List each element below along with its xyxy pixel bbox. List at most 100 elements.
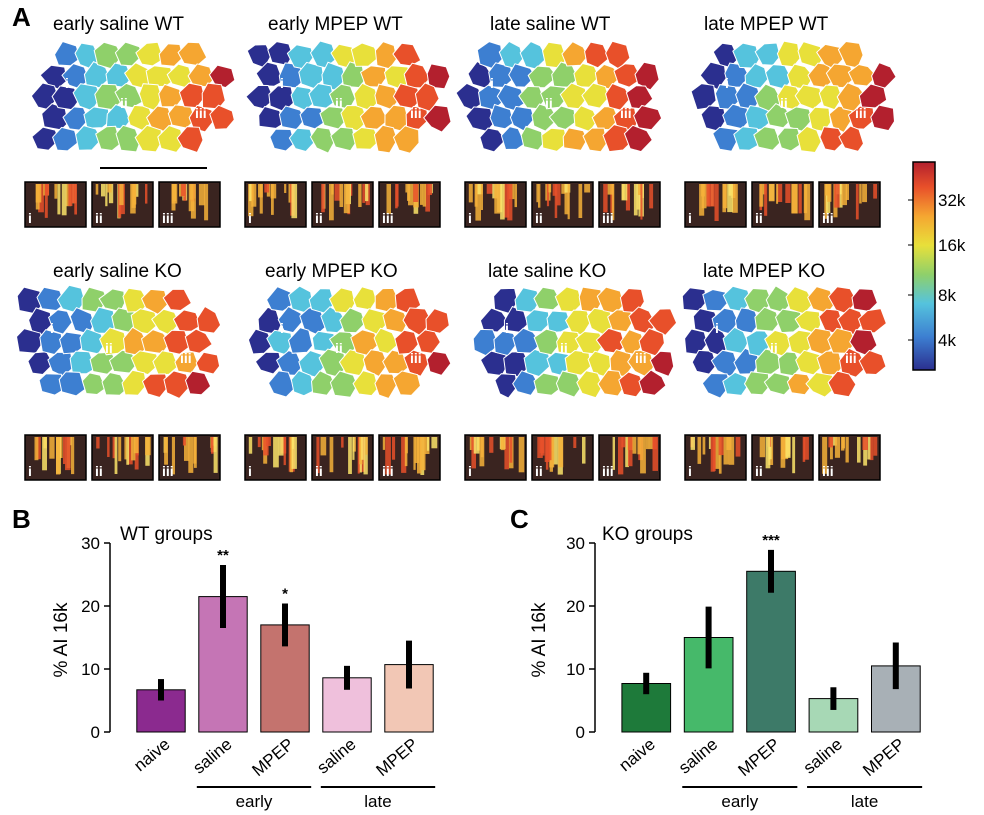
map-polygon bbox=[712, 126, 739, 152]
response-strip: ii bbox=[751, 434, 814, 481]
category-label: MPEP bbox=[859, 735, 908, 781]
y-tick-label: 30 bbox=[566, 534, 585, 553]
colorbar-tick-label: 16k bbox=[938, 236, 966, 255]
group-label: late bbox=[364, 792, 391, 811]
y-axis-label: % AI 16k bbox=[51, 602, 72, 677]
map-polygon bbox=[75, 125, 103, 151]
map-polygon bbox=[209, 104, 235, 130]
map-polygon bbox=[512, 370, 539, 396]
map-polygon bbox=[309, 126, 335, 154]
map-polygon bbox=[373, 124, 398, 154]
region-label: ii bbox=[95, 210, 103, 226]
map-polygon bbox=[633, 104, 663, 131]
map-polygon bbox=[851, 288, 878, 312]
region-label: iii bbox=[180, 350, 192, 366]
map-polygon bbox=[819, 126, 846, 152]
map-polygon bbox=[827, 370, 857, 398]
map-polygon bbox=[257, 306, 282, 335]
chart-title: WT groups bbox=[120, 524, 213, 545]
map-polygon bbox=[479, 127, 507, 153]
colorbar-tick-label: 8k bbox=[938, 286, 956, 305]
y-tick-label: 0 bbox=[91, 723, 100, 742]
chart-title: KO groups bbox=[602, 524, 693, 545]
region-label: iii bbox=[162, 463, 174, 479]
map-polygon bbox=[847, 63, 878, 87]
map-polygon bbox=[597, 369, 625, 397]
map-polygon bbox=[277, 305, 303, 334]
significance-label: * bbox=[282, 585, 288, 602]
map-polygon bbox=[548, 105, 577, 131]
map-polygon bbox=[81, 372, 107, 396]
map-polygon bbox=[359, 105, 389, 130]
map-polygon bbox=[638, 369, 667, 396]
map-polygon bbox=[425, 308, 450, 334]
map-polygon bbox=[613, 63, 643, 88]
map-polygon bbox=[776, 40, 801, 68]
y-tick-label: 30 bbox=[81, 534, 100, 553]
map-polygon bbox=[500, 126, 526, 151]
region-label: ii bbox=[780, 95, 788, 111]
group-label: early bbox=[721, 792, 758, 811]
map-polygon bbox=[681, 287, 708, 312]
region-label: ii bbox=[95, 463, 103, 479]
region-label: iii bbox=[822, 463, 834, 479]
response-strip: iii bbox=[818, 434, 881, 481]
panel-letter-a: A bbox=[12, 2, 31, 32]
map-polygon bbox=[162, 288, 193, 312]
map-polygon bbox=[533, 372, 562, 396]
response-strip: i bbox=[24, 434, 87, 481]
region-label: i bbox=[490, 75, 494, 91]
response-strip: iii bbox=[378, 434, 441, 481]
region-label: iii bbox=[382, 463, 394, 479]
map-polygon bbox=[796, 125, 822, 154]
map-polygon bbox=[158, 83, 183, 108]
response-strip: iii bbox=[598, 434, 661, 481]
map-polygon bbox=[308, 83, 336, 109]
group-label: late bbox=[851, 792, 878, 811]
response-strip: iii bbox=[158, 434, 221, 481]
map-polygon bbox=[329, 370, 358, 398]
bar bbox=[746, 570, 796, 733]
colorbar-ticks: 32k 16k 8k 4k bbox=[908, 191, 966, 350]
map-polygon bbox=[176, 126, 204, 154]
map-polygon bbox=[494, 373, 518, 399]
map-polygon bbox=[508, 63, 537, 88]
region-label: ii bbox=[120, 95, 128, 111]
colorbar bbox=[912, 161, 936, 371]
category-label: naive bbox=[130, 735, 173, 776]
map-polygon bbox=[520, 125, 545, 151]
map-polygon bbox=[786, 372, 814, 396]
response-strip: ii bbox=[751, 181, 814, 228]
map-polygon bbox=[871, 61, 897, 89]
map-polygon bbox=[753, 126, 781, 151]
map-title: late MPEP WT bbox=[704, 14, 829, 35]
map-polygon bbox=[634, 61, 660, 91]
map-polygon bbox=[288, 127, 315, 153]
y-tick-label: 20 bbox=[81, 597, 100, 616]
map-polygon bbox=[290, 369, 317, 397]
region-label: i bbox=[28, 463, 32, 479]
map-polygon bbox=[607, 309, 633, 333]
y-axis-label: % AI 16k bbox=[529, 602, 550, 677]
map-title: early saline WT bbox=[53, 14, 184, 35]
region-label: i bbox=[505, 320, 509, 336]
region-label: ii bbox=[335, 95, 343, 111]
map-polygon bbox=[157, 124, 185, 153]
panel-b-wt-chart: B WT groups % AI 16k 0 10 20 30 naive ** salin… bbox=[12, 504, 436, 811]
region-label: ii bbox=[105, 340, 113, 356]
map-title: late saline KO bbox=[488, 261, 606, 282]
map-polygon bbox=[195, 351, 221, 375]
region-label: iii bbox=[382, 210, 394, 226]
map-polygon bbox=[269, 128, 296, 152]
map-polygon bbox=[581, 82, 610, 109]
response-strip: i bbox=[684, 181, 747, 228]
map-polygon bbox=[744, 62, 769, 89]
panel-letter-b: B bbox=[12, 504, 31, 534]
response-strip: i bbox=[464, 181, 527, 228]
map-polygon bbox=[208, 64, 236, 89]
map-polygon bbox=[561, 41, 589, 67]
